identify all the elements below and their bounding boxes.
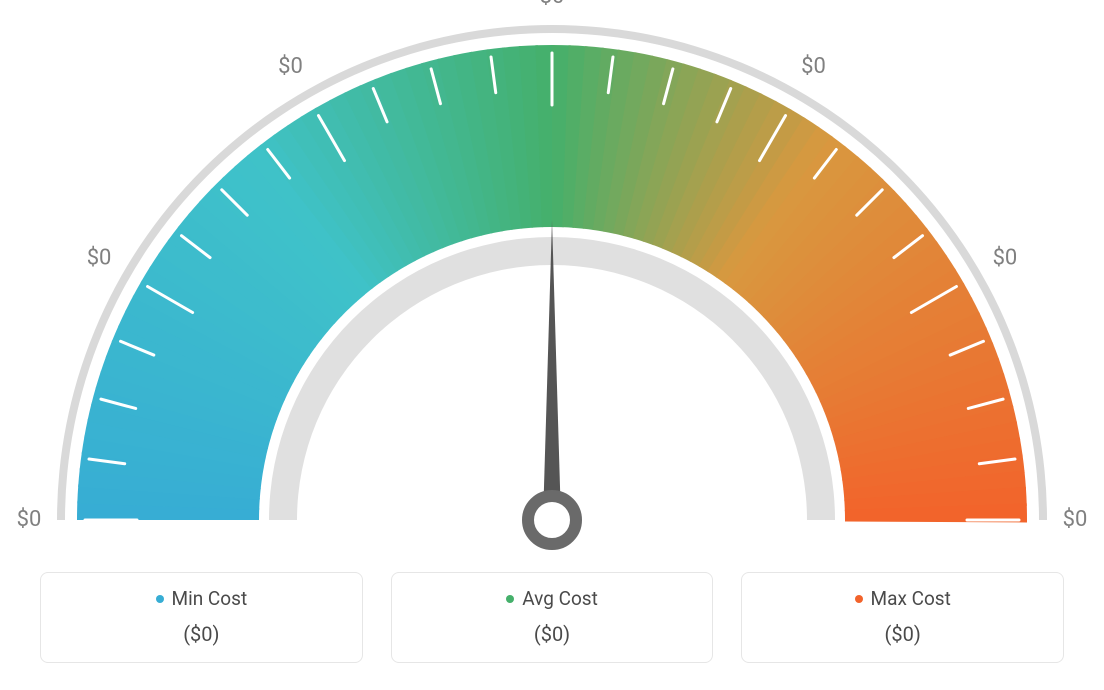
- svg-text:$0: $0: [993, 245, 1018, 270]
- legend-row: Min Cost ($0) Avg Cost ($0) Max Cost ($0…: [40, 572, 1064, 663]
- legend-card-max: Max Cost ($0): [741, 572, 1064, 663]
- legend-title-avg: Avg Cost: [506, 587, 598, 610]
- legend-label-max: Max Cost: [871, 587, 951, 610]
- legend-dot-avg: [506, 595, 514, 603]
- legend-value-max: ($0): [752, 622, 1053, 646]
- legend-label-min: Min Cost: [172, 587, 248, 610]
- svg-text:$0: $0: [540, 0, 565, 9]
- legend-label-avg: Avg Cost: [522, 587, 598, 610]
- legend-title-max: Max Cost: [855, 587, 951, 610]
- legend-value-min: ($0): [51, 622, 352, 646]
- svg-text:$0: $0: [801, 54, 826, 79]
- legend-dot-max: [855, 595, 863, 603]
- svg-text:$0: $0: [1063, 507, 1088, 532]
- legend-card-min: Min Cost ($0): [40, 572, 363, 663]
- legend-card-avg: Avg Cost ($0): [391, 572, 714, 663]
- legend-title-min: Min Cost: [156, 587, 248, 610]
- legend-dot-min: [156, 595, 164, 603]
- gauge-svg: $0 $0 $0 $0 $0 $0 $0: [0, 0, 1104, 560]
- gauge-chart: $0 $0 $0 $0 $0 $0 $0: [0, 0, 1104, 560]
- svg-text:$0: $0: [278, 54, 303, 79]
- legend-value-avg: ($0): [402, 622, 703, 646]
- svg-text:$0: $0: [87, 245, 112, 270]
- svg-text:$0: $0: [17, 507, 42, 532]
